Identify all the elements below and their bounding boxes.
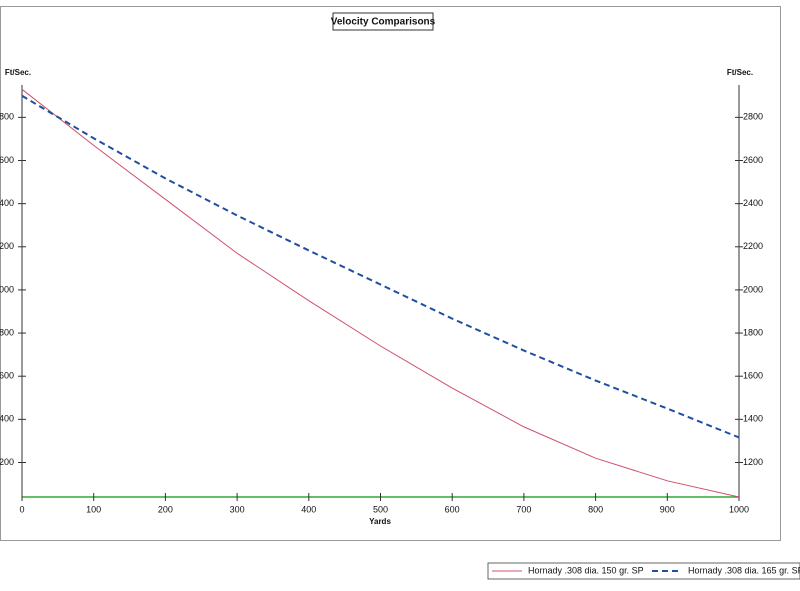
y2-tick-label: 2000 [743,284,763,294]
x-tick-label: 0 [19,504,24,514]
y2-axis-label: Ft/Sec. [727,68,753,77]
x-tick-label: 200 [158,504,173,514]
y2-tick-label: 1400 [743,414,763,424]
chart-title: Velocity Comparisons [331,17,436,28]
y-tick-label: 2200 [0,241,14,251]
y2-tick-label: 1800 [743,327,763,337]
x-tick-label: 600 [445,504,460,514]
legend-box [487,562,800,580]
x-tick-label: 800 [588,504,603,514]
y2-tick-label: 1200 [743,457,763,467]
x-tick-label: 400 [301,504,316,514]
y-tick-label: 1600 [0,371,14,381]
y-tick-label: 2800 [0,112,14,122]
x-tick-label: 1000 [729,504,749,514]
y-tick-label: 2400 [0,198,14,208]
x-tick-label: 500 [373,504,388,514]
title-box [332,12,434,31]
y-tick-label: 2600 [0,155,14,165]
x-tick-label: 900 [660,504,675,514]
y2-tick-label: 1600 [743,371,763,381]
x-axis-label: Yards [369,517,391,526]
y-tick-label: 2000 [0,284,14,294]
y-tick-label: 1800 [0,327,14,337]
plot-frame [0,6,781,541]
series-line [21,94,740,439]
x-tick-label: 700 [516,504,531,514]
y-tick-label: 1400 [0,414,14,424]
y2-tick-label: 2800 [743,112,763,122]
x-tick-label: 300 [230,504,245,514]
x-tick-label: 100 [86,504,101,514]
y2-tick-label: 2200 [743,241,763,251]
y2-tick-label: 2400 [743,198,763,208]
y2-tick-label: 2600 [743,155,763,165]
series-line [21,88,740,498]
legend-label: Hornady .308 dia. 150 gr. SP [528,565,644,575]
y-tick-label: 1200 [0,457,14,467]
y-axis-label: Ft/Sec. [5,68,31,77]
legend-label: Hornady .308 dia. 165 gr. SP [688,565,800,575]
